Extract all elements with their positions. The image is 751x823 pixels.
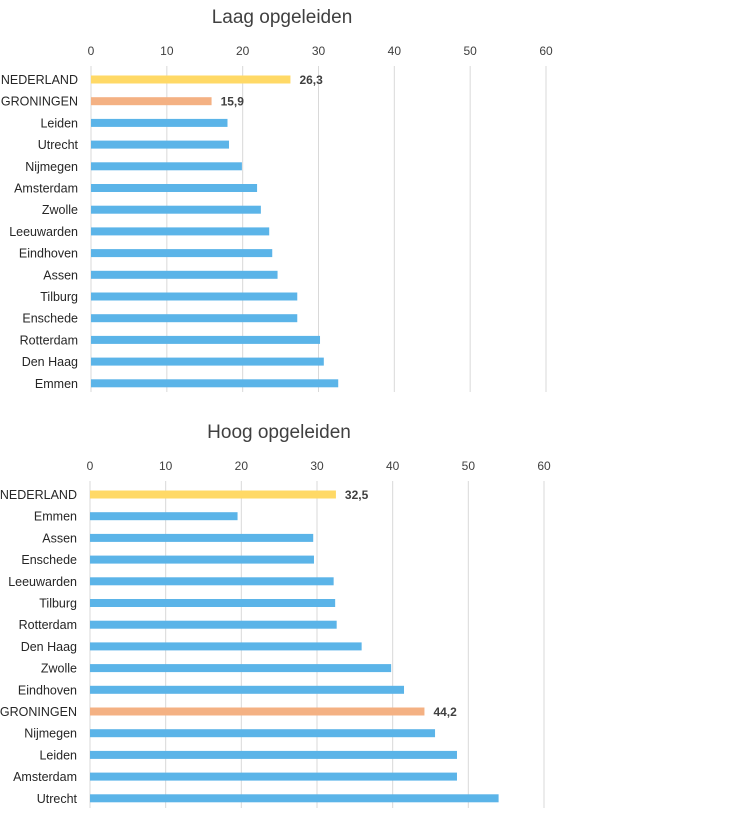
bar-rotterdam — [91, 335, 321, 344]
bar-assen — [90, 533, 314, 542]
bar-nederland — [91, 75, 291, 84]
category-label: Amsterdam — [13, 770, 77, 784]
category-label: Assen — [42, 531, 77, 545]
bar-utrecht — [90, 794, 499, 803]
chart-hoog-opgeleiden: Hoog opgeleiden 0 10 20 30 40 50 60 NEDERLAND 32,… — [0, 422, 551, 808]
bar-leeuwarden — [90, 577, 334, 586]
bar-eindhoven — [90, 685, 405, 694]
x-tick-label: 30 — [310, 459, 324, 473]
x-tick-label: 10 — [159, 459, 173, 473]
bar-emmen — [90, 512, 238, 521]
bar-enschede — [91, 314, 298, 323]
bar-amsterdam — [91, 184, 258, 192]
category-label: Zwolle — [42, 203, 78, 217]
x-tick-label: 40 — [386, 459, 400, 473]
bar-rotterdam — [90, 620, 337, 629]
bar-amsterdam — [90, 772, 457, 781]
x-tick-label: 10 — [160, 44, 174, 58]
category-label: Utrecht — [38, 138, 79, 152]
x-tick-label: 20 — [235, 459, 249, 473]
category-label: Den Haag — [22, 355, 78, 369]
bar-den-haag — [91, 357, 324, 366]
category-label: Eindhoven — [19, 247, 78, 261]
bar-tilburg — [90, 599, 336, 607]
category-label: Enschede — [21, 553, 77, 567]
bar-leiden — [91, 118, 228, 127]
x-tick-label: 0 — [88, 44, 95, 58]
bar-zwolle — [91, 205, 261, 214]
bar-nederland — [90, 490, 336, 499]
category-label: Zwolle — [41, 662, 77, 676]
data-label: 32,5 — [345, 488, 369, 502]
category-label: Leeuwarden — [8, 575, 77, 589]
category-label: Den Haag — [21, 640, 77, 654]
data-label: 15,9 — [221, 95, 245, 109]
category-label: NEDERLAND — [0, 488, 77, 502]
category-label: Emmen — [34, 510, 77, 524]
bar-assen — [91, 270, 278, 279]
bar-den-haag — [90, 642, 362, 651]
category-label: Emmen — [35, 377, 78, 391]
bar-groningen — [90, 707, 425, 716]
bar-eindhoven — [91, 249, 273, 258]
x-tick-label: 0 — [87, 459, 94, 473]
x-tick-label: 60 — [539, 44, 553, 58]
bar-utrecht — [91, 140, 230, 149]
category-label: Nijmegen — [24, 727, 77, 741]
category-label: GRONINGEN — [0, 705, 77, 719]
bar-nijmegen — [91, 162, 242, 171]
bar-enschede — [90, 555, 314, 564]
category-label: GRONINGEN — [1, 95, 78, 109]
bar-groningen — [91, 97, 212, 106]
category-label: Utrecht — [37, 792, 78, 806]
bar-leiden — [90, 750, 457, 759]
bar-tilburg — [91, 292, 298, 301]
category-label: Assen — [43, 268, 78, 282]
category-label: Nijmegen — [25, 160, 78, 174]
bar-nijmegen — [90, 729, 436, 738]
chart-title: Laag opgeleiden — [212, 7, 353, 28]
category-label: Rotterdam — [20, 333, 78, 347]
category-label: Rotterdam — [19, 618, 77, 632]
category-label: Enschede — [22, 312, 78, 326]
data-label: 26,3 — [299, 73, 323, 87]
x-tick-label: 40 — [388, 44, 402, 58]
category-label: NEDERLAND — [1, 73, 78, 87]
category-label: Eindhoven — [18, 683, 77, 697]
chart-title: Hoog opgeleiden — [207, 422, 351, 443]
category-label: Tilburg — [39, 597, 77, 611]
x-tick-label: 30 — [312, 44, 326, 58]
bar-leeuwarden — [91, 227, 270, 236]
category-label: Leeuwarden — [9, 225, 78, 239]
bar-zwolle — [90, 664, 392, 673]
x-tick-label: 20 — [236, 44, 250, 58]
category-label: Tilburg — [40, 290, 78, 304]
category-label: Leiden — [40, 116, 78, 130]
x-tick-label: 60 — [537, 459, 551, 473]
bar-emmen — [91, 379, 339, 388]
category-label: Leiden — [39, 748, 77, 762]
data-label: 44,2 — [433, 705, 457, 719]
x-tick-label: 50 — [462, 459, 476, 473]
category-label: Amsterdam — [14, 182, 78, 196]
chart-laag-opgeleiden: Laag opgeleiden 0 10 20 30 40 50 60 NEDERLAND 26,… — [1, 7, 553, 392]
x-tick-label: 50 — [463, 44, 477, 58]
